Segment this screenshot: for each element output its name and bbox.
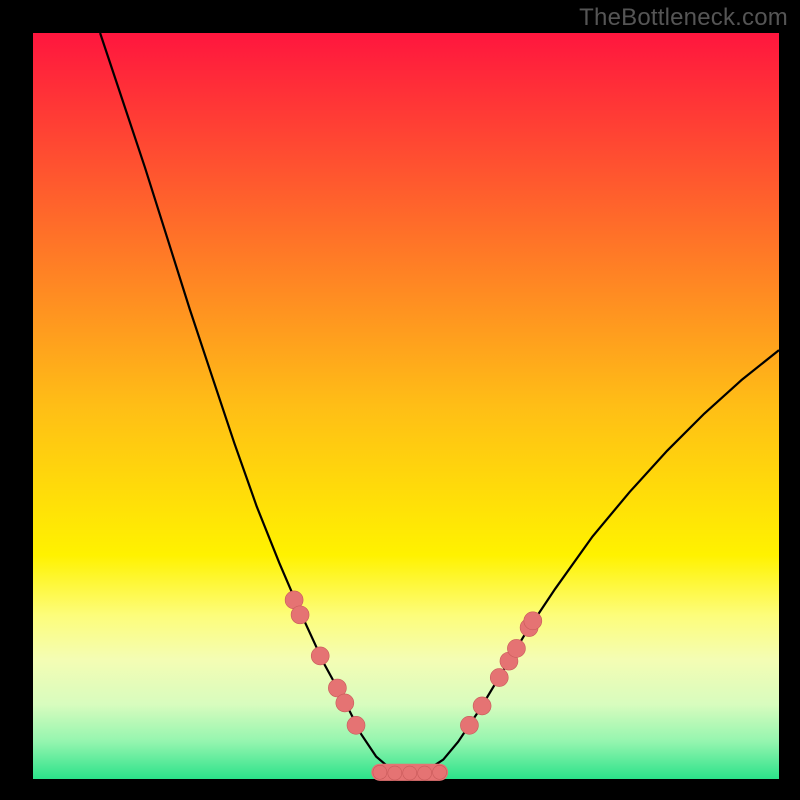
marker-left: [311, 647, 329, 665]
chart-container: TheBottleneck.com: [0, 0, 800, 800]
marker-bottom: [388, 766, 402, 780]
line-chart: [33, 33, 779, 779]
watermark-text: TheBottleneck.com: [579, 4, 788, 32]
curve-right: [402, 350, 779, 773]
marker-left: [336, 694, 354, 712]
marker-bottom: [373, 765, 387, 779]
marker-right: [507, 639, 525, 657]
marker-left: [347, 716, 365, 734]
marker-bottom: [403, 766, 417, 780]
marker-bottom: [418, 766, 432, 780]
curve-left: [100, 33, 402, 773]
marker-right: [460, 716, 478, 734]
marker-right: [473, 697, 491, 715]
marker-right: [490, 669, 508, 687]
plot-frame: [33, 33, 779, 779]
marker-right: [524, 612, 542, 630]
marker-left: [291, 606, 309, 624]
marker-bottom: [433, 765, 447, 779]
